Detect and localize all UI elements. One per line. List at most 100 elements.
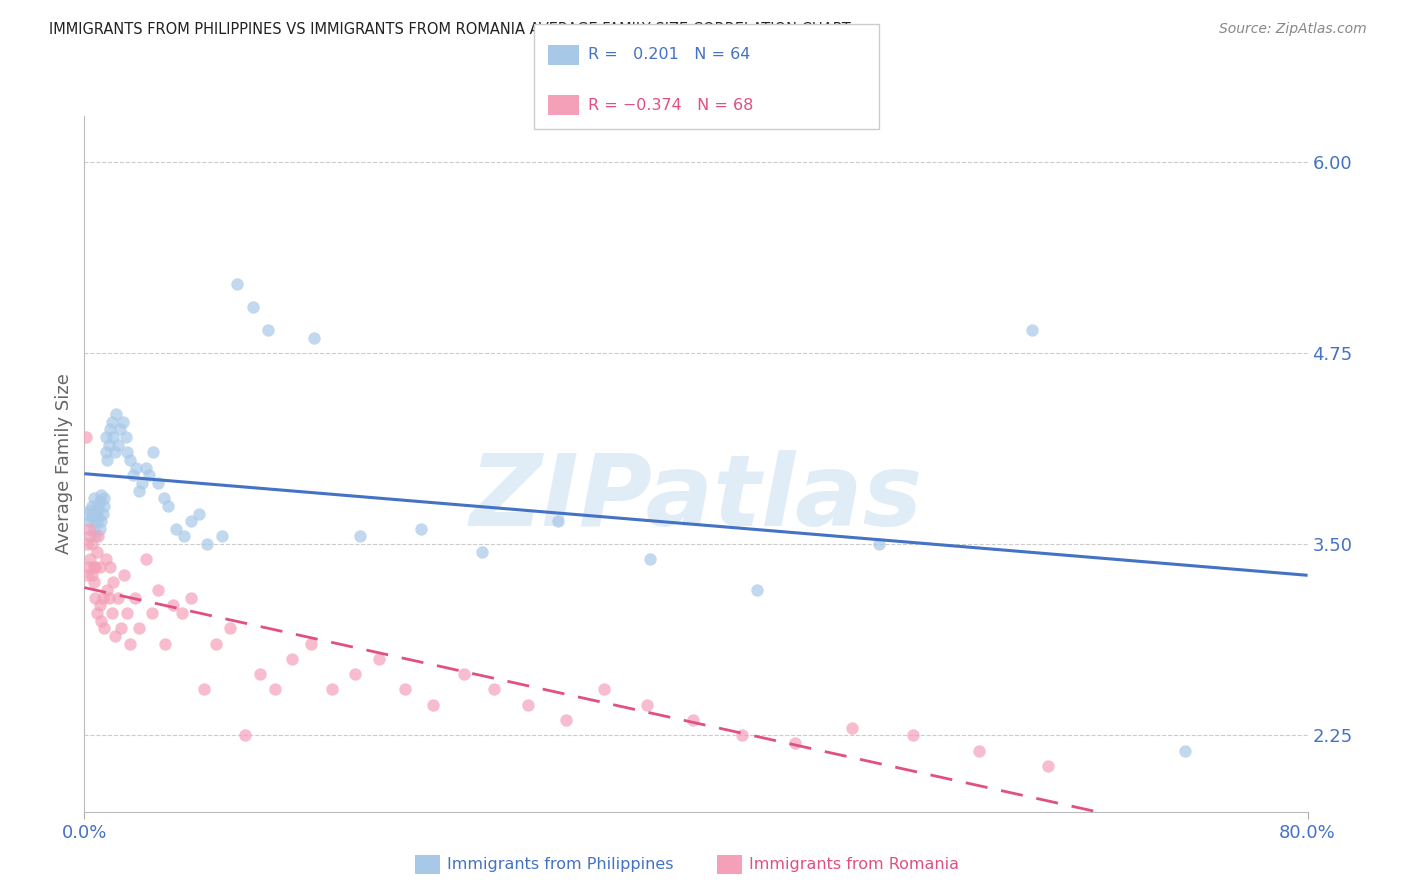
- Point: [482, 682, 505, 697]
- Text: R =   0.201   N = 64: R = 0.201 N = 64: [588, 47, 749, 62]
- Text: IMMIGRANTS FROM PHILIPPINES VS IMMIGRANTS FROM ROMANIA AVERAGE FAMILY SIZE CORRE: IMMIGRANTS FROM PHILIPPINES VS IMMIGRANT…: [49, 22, 851, 37]
- Text: Immigrants from Philippines: Immigrants from Philippines: [447, 857, 673, 871]
- Point: [747, 582, 769, 597]
- Point: [76, 537, 98, 551]
- Point: [87, 499, 110, 513]
- Point: [131, 475, 153, 490]
- Point: [1036, 759, 1059, 773]
- Point: [91, 507, 114, 521]
- Point: [115, 606, 138, 620]
- Point: [98, 422, 121, 436]
- Point: [77, 514, 100, 528]
- Point: [97, 438, 120, 452]
- Point: [93, 621, 115, 635]
- Point: [86, 606, 108, 620]
- Point: [242, 300, 264, 314]
- Point: [555, 713, 578, 727]
- Point: [122, 468, 145, 483]
- Point: [547, 514, 569, 528]
- Point: [77, 560, 100, 574]
- Point: [135, 460, 157, 475]
- Point: [135, 552, 157, 566]
- Point: [83, 522, 105, 536]
- Point: [516, 698, 538, 712]
- Point: [90, 488, 112, 502]
- Point: [84, 507, 107, 521]
- Point: [1174, 743, 1197, 757]
- Point: [226, 277, 249, 292]
- Point: [80, 567, 103, 582]
- Point: [101, 415, 124, 429]
- Point: [87, 529, 110, 543]
- Text: Source: ZipAtlas.com: Source: ZipAtlas.com: [1219, 22, 1367, 37]
- Point: [103, 430, 125, 444]
- Point: [80, 509, 103, 524]
- Point: [91, 591, 114, 605]
- Point: [83, 491, 105, 506]
- Point: [146, 582, 169, 597]
- Point: [302, 331, 325, 345]
- Point: [94, 430, 117, 444]
- Point: [110, 621, 132, 635]
- Text: R = −0.374   N = 68: R = −0.374 N = 68: [588, 98, 754, 112]
- Point: [180, 514, 202, 528]
- Point: [128, 483, 150, 498]
- Point: [967, 743, 990, 757]
- Point: [409, 522, 432, 536]
- Point: [731, 728, 754, 742]
- Point: [211, 529, 233, 543]
- Point: [105, 407, 128, 421]
- Text: ZIPatlas: ZIPatlas: [470, 450, 922, 547]
- Point: [90, 514, 112, 528]
- Point: [89, 560, 111, 574]
- Point: [94, 552, 117, 566]
- Point: [84, 560, 107, 574]
- Point: [97, 591, 120, 605]
- Point: [172, 606, 194, 620]
- Point: [155, 636, 177, 650]
- Point: [146, 475, 169, 490]
- Point: [115, 445, 138, 459]
- Point: [138, 468, 160, 483]
- Point: [257, 323, 280, 337]
- Point: [153, 491, 176, 506]
- Point: [79, 503, 101, 517]
- Point: [125, 460, 148, 475]
- Point: [79, 529, 101, 543]
- Point: [104, 445, 127, 459]
- Point: [76, 567, 98, 582]
- Point: [299, 636, 322, 650]
- Point: [157, 499, 180, 513]
- Point: [368, 652, 391, 666]
- Point: [112, 567, 135, 582]
- Point: [84, 591, 107, 605]
- Point: [218, 621, 240, 635]
- Point: [77, 522, 100, 536]
- Point: [76, 507, 98, 521]
- Point: [101, 606, 124, 620]
- Point: [89, 522, 111, 536]
- Point: [86, 503, 108, 517]
- Point: [264, 682, 287, 697]
- Point: [901, 728, 924, 742]
- Point: [80, 537, 103, 551]
- Point: [120, 636, 142, 650]
- Point: [394, 682, 416, 697]
- Point: [636, 698, 658, 712]
- Point: [98, 560, 121, 574]
- Point: [682, 713, 704, 727]
- Point: [96, 582, 118, 597]
- Point: [422, 698, 444, 712]
- Point: [84, 529, 107, 543]
- Point: [233, 728, 256, 742]
- Point: [593, 682, 616, 697]
- Point: [343, 667, 366, 681]
- Point: [120, 453, 142, 467]
- Point: [785, 736, 807, 750]
- Point: [83, 575, 105, 590]
- Point: [75, 430, 97, 444]
- Point: [86, 514, 108, 528]
- Point: [841, 721, 863, 735]
- Point: [173, 529, 195, 543]
- Point: [79, 552, 101, 566]
